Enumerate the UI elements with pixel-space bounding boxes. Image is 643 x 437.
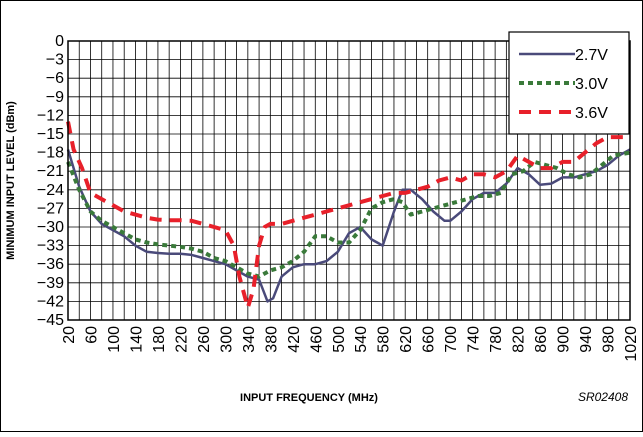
x-tick-label: 980 <box>601 326 618 353</box>
x-tick-label: 580 <box>376 326 393 353</box>
y-tick-label: 0 <box>55 33 64 50</box>
series-lines <box>66 121 631 310</box>
x-tick-label: 500 <box>331 326 348 353</box>
legend: 2.7V 3.0V 3.6V <box>508 31 630 135</box>
x-tick-label: 460 <box>308 326 325 353</box>
x-tick-label: 780 <box>488 326 505 353</box>
x-tick-label: 60 <box>83 326 100 344</box>
legend-label: 3.6V <box>575 105 608 122</box>
x-tick-label: 260 <box>196 326 213 353</box>
plot-frame <box>67 40 631 321</box>
legend-label: 3.0V <box>575 76 608 93</box>
y-tick-labels: 0 −3−6 −9−12 −15 −18−21 −24−27 −30 −33−36 −39−42… <box>37 33 64 329</box>
y-tick-label: −36 <box>37 256 64 273</box>
x-tick-label: 20 <box>61 326 78 344</box>
y-tick-label: −45 <box>37 312 64 329</box>
y-tick-label: −42 <box>37 293 64 310</box>
y-tick-label: −12 <box>37 107 64 124</box>
x-tick-labels: 20 60 100 140 180 220 260 300 340 380 420 460 500 540… <box>61 326 640 362</box>
y-tick-label: −33 <box>37 238 64 255</box>
legend-label: 2.7V <box>575 47 608 64</box>
y-axis-label: MINIMUM INPUT LEVEL (dBm) <box>5 101 17 260</box>
y-tick-label: −24 <box>37 182 64 199</box>
figure-code: SR02408 <box>578 390 628 404</box>
x-tick-label: 620 <box>398 326 415 353</box>
y-tick-label: −39 <box>37 275 64 292</box>
series-line-2-7v <box>66 148 631 303</box>
x-tick-label: 380 <box>263 326 280 353</box>
series-line-3-6v <box>66 121 630 310</box>
x-tick-label: 700 <box>443 326 460 353</box>
x-tick-label: 820 <box>511 326 528 353</box>
x-tick-label: 340 <box>241 326 258 353</box>
x-tick-label: 900 <box>556 326 573 353</box>
y-tick-label: −21 <box>37 163 64 180</box>
x-tick-label: 940 <box>578 326 595 353</box>
x-tick-label: 180 <box>151 326 168 353</box>
x-tick-label: 1020 <box>623 326 640 362</box>
y-tick-label: −3 <box>46 52 64 69</box>
x-tick-label: 660 <box>421 326 438 353</box>
x-tick-label: 860 <box>533 326 550 353</box>
y-tick-label: −18 <box>37 145 64 162</box>
y-tick-label: −27 <box>37 200 64 217</box>
x-tick-label: 220 <box>173 326 190 353</box>
y-tick-label: −9 <box>46 89 64 106</box>
y-tick-label: −6 <box>46 70 64 87</box>
x-axis-label: INPUT FREQUENCY (MHz) <box>240 392 378 404</box>
x-tick-label: 140 <box>128 326 145 353</box>
x-tick-label: 100 <box>106 326 123 353</box>
x-tick-label: 420 <box>286 326 303 353</box>
x-tick-label: 540 <box>353 326 370 353</box>
x-tick-label: 740 <box>466 326 483 353</box>
y-tick-label: −15 <box>37 126 64 143</box>
y-tick-label: −30 <box>37 219 64 236</box>
x-tick-label: 300 <box>218 326 235 353</box>
